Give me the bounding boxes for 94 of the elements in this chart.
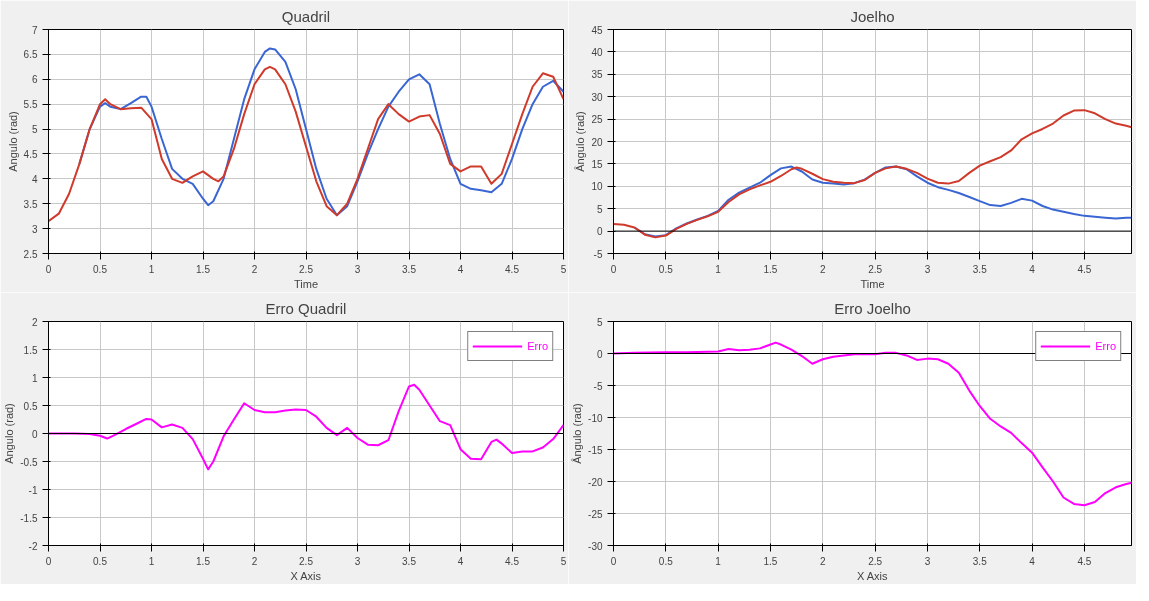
y-tick-label: 5 <box>596 203 603 215</box>
x-tick-label: 0 <box>610 555 617 567</box>
y-tick-label: 0 <box>596 226 603 238</box>
x-tick-label: 1.5 <box>196 555 211 567</box>
x-tick-label: 0 <box>610 263 617 275</box>
x-tick-label: 1 <box>715 263 722 275</box>
y-tick-label: 2.5 <box>23 248 38 260</box>
x-tick-label: 3 <box>354 555 361 567</box>
x-tick-label: 0.5 <box>658 263 674 275</box>
chart-title: Erro Joelho <box>834 299 911 317</box>
y-tick-label: 10 <box>591 181 603 193</box>
x-tick-label: 2 <box>820 555 827 567</box>
y-tick-label: 20 <box>591 136 603 148</box>
x-tick-label: 4 <box>457 555 464 567</box>
x-tick-label: 2 <box>820 263 827 275</box>
y-tick-label: 5 <box>31 124 38 136</box>
y-tick-label: 7 <box>31 24 38 36</box>
legend-label: Erro <box>1095 340 1116 352</box>
y-axis-title: Angulo (rad) <box>3 403 16 464</box>
x-tick-label: 3.5 <box>972 555 988 567</box>
y-tick-label: 4 <box>31 173 38 185</box>
y-tick-label: 0 <box>596 348 603 360</box>
chart-title: Quadril <box>281 7 331 25</box>
y-tick-label: 6 <box>31 74 38 86</box>
x-tick-label: 2.5 <box>299 555 314 567</box>
x-axis-title: X Axis <box>290 569 322 582</box>
chart-title: Joelho <box>850 7 895 25</box>
x-tick-label: 4 <box>1029 263 1036 275</box>
x-tick-label: 5 <box>560 263 567 275</box>
x-tick-label: 1 <box>148 263 155 275</box>
x-tick-label: 3.5 <box>402 555 417 567</box>
x-tick-label: 2 <box>251 555 258 567</box>
y-tick-label: -1.5 <box>20 512 38 524</box>
y-tick-label: -1 <box>28 484 38 496</box>
y-tick-label: -2 <box>28 540 38 552</box>
x-axis-title: Time <box>293 277 319 290</box>
y-tick-label: 5 <box>596 316 603 328</box>
y-tick-label: 0.5 <box>23 400 38 412</box>
x-tick-label: 2.5 <box>868 263 883 275</box>
x-tick-label: 3 <box>354 263 361 275</box>
y-tick-label: 25 <box>591 114 603 126</box>
x-tick-label: 2 <box>251 263 258 275</box>
y-tick-label: -5 <box>593 248 603 260</box>
chart-title: Erro Quadril <box>265 299 347 317</box>
x-tick-label: 3.5 <box>402 263 417 275</box>
x-tick-label: 4.5 <box>1077 555 1092 567</box>
y-tick-label: 3 <box>31 223 38 235</box>
y-tick-label: -15 <box>588 444 603 456</box>
y-tick-label: -0.5 <box>20 456 38 468</box>
y-tick-label: 2 <box>31 316 38 328</box>
x-tick-label: 0.5 <box>93 263 108 275</box>
x-tick-label: 3 <box>924 555 931 567</box>
x-tick-label: 1.5 <box>196 263 211 275</box>
y-tick-label: 45 <box>591 24 603 36</box>
y-axis-title: Ângulo (rad) <box>574 111 587 172</box>
x-tick-label: 1 <box>148 555 155 567</box>
y-tick-label: 0 <box>31 428 38 440</box>
y-tick-label: 6.5 <box>23 49 38 61</box>
y-tick-label: 30 <box>591 91 603 103</box>
y-tick-label: -10 <box>588 412 603 424</box>
y-tick-label: 35 <box>591 69 603 81</box>
y-axis-title: Ângulo (rad) <box>571 403 584 464</box>
y-tick-label: 4.5 <box>23 148 38 160</box>
x-tick-label: 4 <box>1029 555 1036 567</box>
y-tick-label: -20 <box>588 476 603 488</box>
x-tick-label: 3 <box>924 263 931 275</box>
y-tick-label: -5 <box>593 380 603 392</box>
x-tick-label: 4.5 <box>505 263 520 275</box>
x-tick-label: 0.5 <box>658 555 674 567</box>
x-tick-label: 4 <box>457 263 464 275</box>
x-tick-label: 2.5 <box>299 263 314 275</box>
y-tick-label: -25 <box>588 508 603 520</box>
x-tick-label: 4.5 <box>1077 263 1092 275</box>
x-tick-label: 2.5 <box>868 555 883 567</box>
x-axis-title: Time <box>860 277 885 290</box>
x-tick-label: 1.5 <box>763 555 778 567</box>
x-tick-label: 0 <box>45 555 52 567</box>
x-tick-label: 4.5 <box>505 555 520 567</box>
y-tick-label: 3.5 <box>23 198 38 210</box>
x-tick-label: 3.5 <box>972 263 988 275</box>
y-tick-label: 40 <box>591 46 603 58</box>
x-tick-label: 1.5 <box>763 263 778 275</box>
legend-label: Erro <box>527 340 548 352</box>
x-tick-label: 5 <box>560 555 567 567</box>
x-tick-label: 1 <box>715 555 722 567</box>
x-axis-title: X Axis <box>856 569 888 582</box>
x-tick-label: 0 <box>45 263 52 275</box>
y-tick-label: 1.5 <box>23 344 38 356</box>
x-tick-label: 0.5 <box>93 555 108 567</box>
y-tick-label: 1 <box>31 372 38 384</box>
y-tick-label: -30 <box>588 540 603 552</box>
y-tick-label: 15 <box>591 158 603 170</box>
y-tick-label: 5.5 <box>23 99 38 111</box>
y-axis-title: Angulo (rad) <box>6 111 19 172</box>
